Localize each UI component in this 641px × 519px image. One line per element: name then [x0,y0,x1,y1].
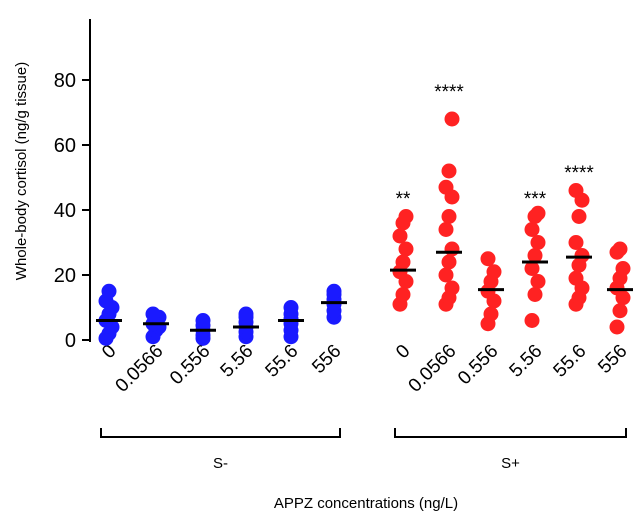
data-point [438,267,454,283]
data-point [395,254,411,270]
y-axis-title: Whole-body cortisol (ng/g tissue) [13,62,30,280]
data-point [530,235,546,250]
y-tick-label: 40 [54,200,76,222]
data-point [615,261,631,276]
significance-annotations: ************* [396,82,595,210]
data-point [392,228,408,244]
data-point [612,241,628,257]
data-point [524,222,540,237]
y-tick-label: 60 [54,135,76,157]
x-axis-title: APPZ concentrations (ng/L) [274,495,458,512]
y-tick-label: 20 [54,265,76,287]
group-bracket [394,428,627,438]
data-point [444,280,460,296]
significance-marker: *** [524,189,547,210]
group-label: S+ [501,455,520,472]
x-tick-label: 0.556 [454,341,502,389]
data-point [609,319,625,335]
significance-marker: **** [434,82,464,103]
y-tick-label: 0 [65,330,76,352]
data-point [195,313,211,328]
data-point [326,283,342,299]
y-tick-label: 80 [54,70,76,92]
data-point [527,287,543,302]
data-point [444,241,460,257]
data-point [480,251,496,267]
data-point [486,264,502,280]
data-point [524,261,540,276]
group-brackets: S- S+ [100,428,627,472]
x-tick-label: 5.56 [506,341,547,382]
data-point [441,209,457,224]
data-point [574,248,590,263]
x-tick-label: 0.0566 [405,341,461,397]
x-tick-label: 0.556 [166,341,214,389]
x-tick-label: 55.6 [262,341,303,382]
data-point [530,274,546,289]
data-point [145,306,161,322]
data-point [441,163,457,179]
data-point [238,306,254,322]
data-point [395,287,411,302]
x-tick-label: 556 [594,341,631,378]
data-point [438,179,454,195]
data-point [483,306,499,322]
data-point [438,222,454,237]
data-point [398,209,414,224]
data-point [568,235,584,250]
x-tick-label: 0 [392,341,414,363]
x-tick-label: 55.6 [550,341,591,382]
group-bracket [100,428,341,438]
data-point [530,205,546,221]
y-ticks: 0 20 40 60 80 [54,70,90,352]
data-point [527,248,543,263]
significance-marker: ** [396,189,411,210]
x-tick-label: 0.0566 [112,341,168,397]
data-point [568,183,584,198]
significance-marker: **** [564,163,594,184]
data-point [283,300,299,315]
data-points [98,111,631,346]
data-point [524,313,540,328]
data-point [444,111,460,127]
data-point [101,283,117,299]
mean-bars [96,250,633,332]
x-tick-label: 556 [308,341,345,378]
data-point [398,241,414,257]
x-tick-label: 5.56 [217,341,258,382]
data-point [571,209,587,224]
data-point [568,270,584,286]
data-point [441,254,457,270]
data-point [612,303,628,319]
group-label: S- [213,455,228,472]
